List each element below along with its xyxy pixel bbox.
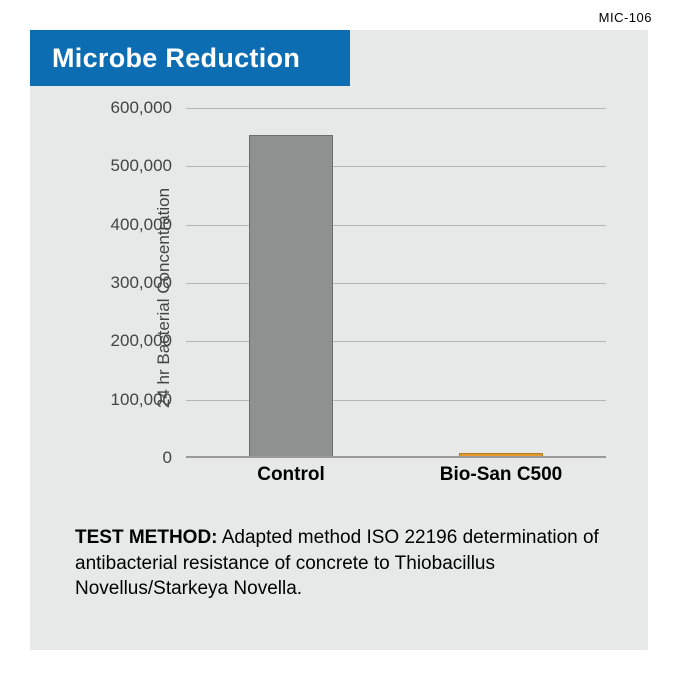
- plot-area: 0100,000200,000300,000400,000500,000600,…: [186, 108, 606, 458]
- y-tick-label: 400,000: [87, 215, 172, 235]
- test-method-label: TEST METHOD:: [75, 527, 218, 548]
- test-method-note: TEST METHOD: Adapted method ISO 22196 de…: [75, 525, 618, 602]
- y-tick-label: 100,000: [87, 390, 172, 410]
- chart-card: MIC-106 Microbe Reduction 24 hr Bacteria…: [0, 0, 660, 660]
- title-bar: Microbe Reduction: [30, 30, 350, 86]
- bar: [459, 453, 543, 456]
- x-tick-label: Bio-San C500: [440, 464, 562, 486]
- y-tick-label: 600,000: [87, 98, 172, 118]
- bar: [249, 135, 333, 456]
- grid-line: [186, 108, 606, 109]
- y-tick-label: 500,000: [87, 156, 172, 176]
- bar-chart: 24 hr Bacterial Concentration 0100,00020…: [68, 108, 616, 488]
- code-label: MIC-106: [599, 10, 652, 25]
- y-tick-label: 200,000: [87, 331, 172, 351]
- x-tick-label: Control: [257, 464, 325, 486]
- y-tick-label: 300,000: [87, 273, 172, 293]
- y-tick-label: 0: [87, 448, 172, 468]
- panel: Microbe Reduction 24 hr Bacterial Concen…: [30, 30, 648, 650]
